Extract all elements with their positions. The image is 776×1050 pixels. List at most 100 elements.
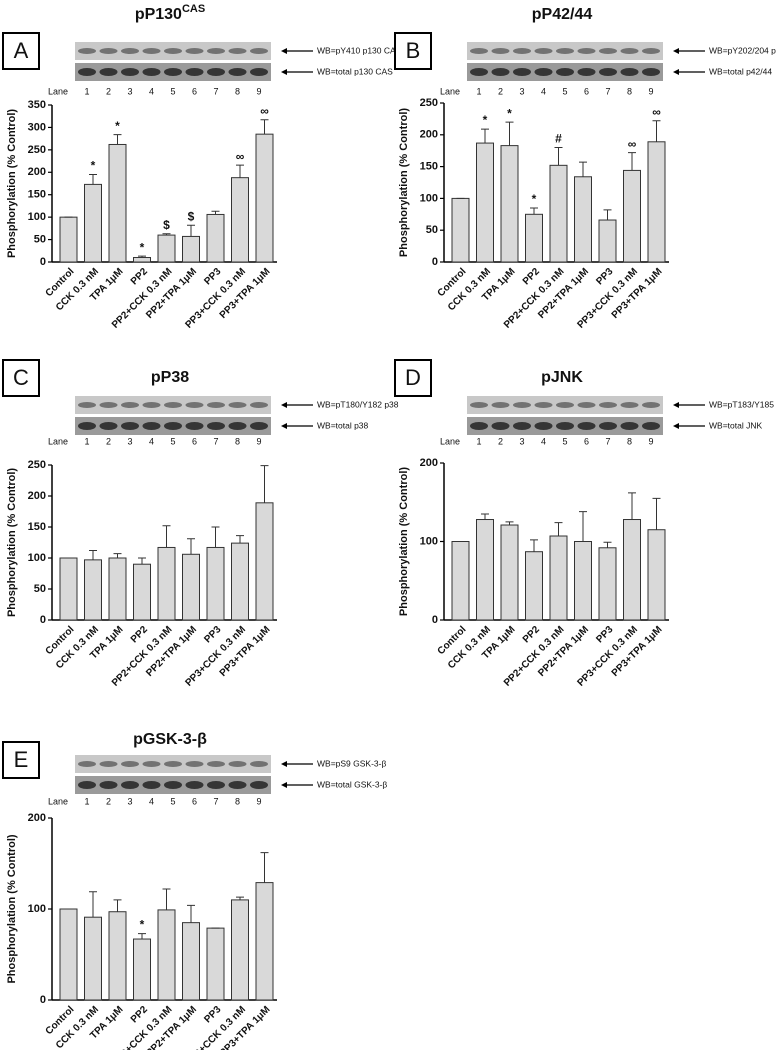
lane-number: 3	[127, 436, 132, 446]
lane-number: 8	[627, 436, 632, 446]
lane-number: 3	[127, 796, 132, 806]
blot-band	[99, 422, 118, 430]
lane-number: 9	[256, 436, 261, 446]
blot-label: WB=pT183/Y185 JNK	[709, 399, 776, 409]
lane-title: Lane	[48, 436, 68, 446]
blot-band	[142, 48, 161, 54]
blot-band	[121, 68, 139, 76]
lane-number: 6	[192, 436, 197, 446]
y-tick-label: 100	[420, 535, 438, 547]
bar	[206, 546, 225, 621]
blot-band	[491, 422, 510, 430]
error-bar	[554, 522, 563, 537]
bar	[549, 535, 568, 621]
blot-band	[491, 402, 510, 408]
x-tick-label: PP3	[202, 624, 223, 645]
x-tick-label: PP3	[594, 266, 615, 287]
blot-band	[250, 48, 268, 54]
blot-band	[164, 761, 182, 767]
blot-band	[99, 781, 118, 789]
error-bar	[187, 224, 195, 237]
y-tick-label: 150	[420, 161, 438, 173]
blot-label: WB=pY202/204 p42/44	[709, 45, 776, 55]
blot-band	[78, 68, 96, 76]
panel-letter-box	[2, 359, 40, 397]
lane-number: 5	[170, 436, 175, 446]
chart-title: pP42/44	[532, 6, 593, 23]
bar	[157, 909, 176, 1001]
bar	[500, 524, 519, 621]
y-axis-label: Phosphorylation (% Control)	[398, 108, 410, 257]
bar	[84, 183, 102, 263]
bar	[647, 529, 666, 621]
blot-band	[228, 761, 247, 767]
bar	[182, 553, 200, 621]
lane-title: Lane	[440, 436, 460, 446]
lane-title: Lane	[48, 86, 68, 96]
error-bar	[554, 147, 563, 166]
lane-number: 7	[213, 796, 218, 806]
chart-title: pJNK	[541, 369, 583, 386]
blot-band	[185, 402, 204, 408]
blot-band	[78, 48, 96, 54]
panel-letter-box	[2, 32, 40, 70]
x-tick-label: PP2	[129, 266, 150, 287]
blot-band	[642, 48, 660, 54]
error-bar	[628, 492, 636, 520]
bar	[255, 133, 274, 263]
blot-band	[513, 422, 531, 430]
title-main: pJNK	[541, 369, 583, 386]
error-bar	[211, 526, 220, 548]
y-axis-label: Phosphorylation (% Control)	[6, 468, 18, 617]
y-tick-label: 200	[28, 166, 46, 178]
bar	[108, 911, 127, 1001]
panel-letter: C	[13, 365, 29, 390]
lane-number: 4	[541, 86, 546, 96]
blot-band	[207, 761, 225, 767]
blot-band	[577, 48, 596, 54]
bar	[157, 234, 176, 263]
blot-band	[185, 48, 204, 54]
lane-number: 8	[235, 796, 240, 806]
lane-number: 4	[149, 436, 154, 446]
blot-band	[142, 68, 161, 76]
y-tick-label: 200	[28, 490, 46, 502]
error-bar	[236, 535, 244, 544]
lane-number: 3	[519, 86, 524, 96]
bar	[598, 219, 617, 263]
blot-band	[185, 781, 204, 789]
bar	[59, 216, 78, 263]
chart-title: pGSK-3-β	[133, 731, 207, 748]
blot-band	[534, 402, 553, 408]
blot-band	[534, 68, 553, 76]
blot-band	[142, 422, 161, 430]
bar	[549, 164, 568, 263]
y-tick-label: 100	[28, 211, 46, 223]
lane-number: 3	[519, 436, 524, 446]
blot-band	[164, 422, 182, 430]
bar	[623, 519, 641, 621]
y-tick-label: 250	[28, 144, 46, 156]
lane-number: 3	[127, 86, 132, 96]
bar	[574, 176, 592, 263]
significance-marker: *	[115, 119, 120, 133]
panel-letter: B	[406, 38, 421, 63]
lane-number: 7	[213, 436, 218, 446]
blot-band	[642, 422, 660, 430]
y-axis-label: Phosphorylation (% Control)	[6, 834, 18, 983]
blot-band	[121, 422, 139, 430]
y-tick-label: 100	[28, 903, 46, 915]
blot-arrowhead	[281, 761, 287, 767]
blot-label: WB=total p130 CAS	[317, 66, 393, 76]
x-tick-label: PP2	[521, 266, 542, 287]
blot-band	[250, 68, 268, 76]
bar	[231, 899, 249, 1001]
blot-label: WB=total p42/44	[709, 66, 772, 76]
lane-number: 2	[106, 796, 111, 806]
blot-arrowhead	[281, 782, 287, 788]
lane-number: 1	[476, 86, 481, 96]
x-tick-label: PP3	[202, 1004, 223, 1025]
significance-marker: *	[140, 918, 145, 932]
error-bar	[603, 209, 612, 221]
